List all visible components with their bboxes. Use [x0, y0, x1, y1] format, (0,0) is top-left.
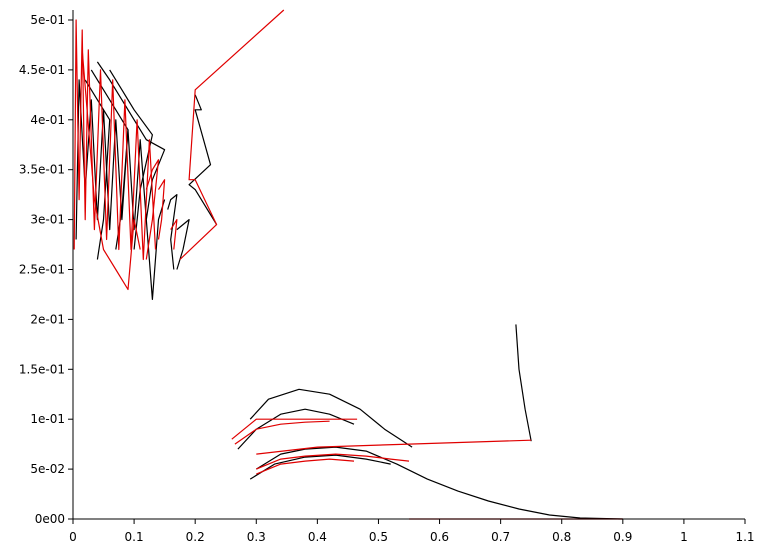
- series-line: [256, 458, 355, 475]
- series-line: [249, 388, 413, 448]
- ticks-layer: 0 0.1 0.2 0.3 0.4 0.5 0.6 0.7 0.8 0.9 1 1.1 0e00 5e-0…: [19, 13, 755, 544]
- x-tick-label: 1: [680, 530, 688, 544]
- y-tick-label: 5e-01: [30, 13, 65, 27]
- x-tick-label: 0.1: [125, 530, 144, 544]
- series-line: [231, 418, 358, 440]
- x-tick-label: 0.7: [491, 530, 510, 544]
- series-line: [179, 9, 285, 260]
- y-tick-label: 4e-01: [30, 113, 65, 127]
- series-line: [109, 69, 153, 250]
- series-line: [157, 179, 166, 240]
- x-tick-label: 0.6: [430, 530, 449, 544]
- x-tick-label: 0.5: [369, 530, 388, 544]
- series-line: [96, 61, 166, 300]
- y-tick-label: 2.5e-01: [19, 262, 65, 276]
- y-tick-label: 0e00: [35, 512, 65, 526]
- series-line: [167, 194, 178, 270]
- series-line: [256, 439, 532, 455]
- x-tick-label: 0.9: [613, 530, 632, 544]
- series-line: [170, 219, 178, 250]
- y-tick-label: 2e-01: [30, 312, 65, 326]
- series-1: [73, 9, 623, 520]
- series-line: [256, 453, 410, 470]
- y-tick-label: 5e-02: [30, 462, 65, 476]
- x-tick-label: 0.3: [247, 530, 266, 544]
- series-line: [249, 454, 391, 480]
- series-line: [234, 420, 330, 445]
- series-line: [255, 446, 623, 520]
- series-line: [84, 79, 111, 260]
- y-tick-label: 1e-01: [30, 412, 65, 426]
- y-tick-label: 1.5e-01: [19, 362, 65, 376]
- y-tick-label: 4.5e-01: [19, 63, 65, 77]
- x-tick-label: 0.2: [186, 530, 205, 544]
- series-line: [81, 49, 141, 291]
- series-line: [188, 94, 218, 225]
- x-tick-label: 0.8: [552, 530, 571, 544]
- series-0: [75, 61, 623, 520]
- series-line: [515, 324, 532, 442]
- axes-layer: [72, 10, 745, 520]
- series-line: [145, 159, 160, 260]
- y-tick-label: 3.5e-01: [19, 163, 65, 177]
- x-tick-label: 0.4: [308, 530, 327, 544]
- series-layer: [73, 9, 623, 520]
- series-line: [73, 19, 157, 261]
- x-tick-label: 0: [69, 530, 77, 544]
- x-tick-label: 1.1: [735, 530, 754, 544]
- series-line: [176, 219, 190, 270]
- series-line: [237, 408, 355, 450]
- y-tick-label: 3e-01: [30, 213, 65, 227]
